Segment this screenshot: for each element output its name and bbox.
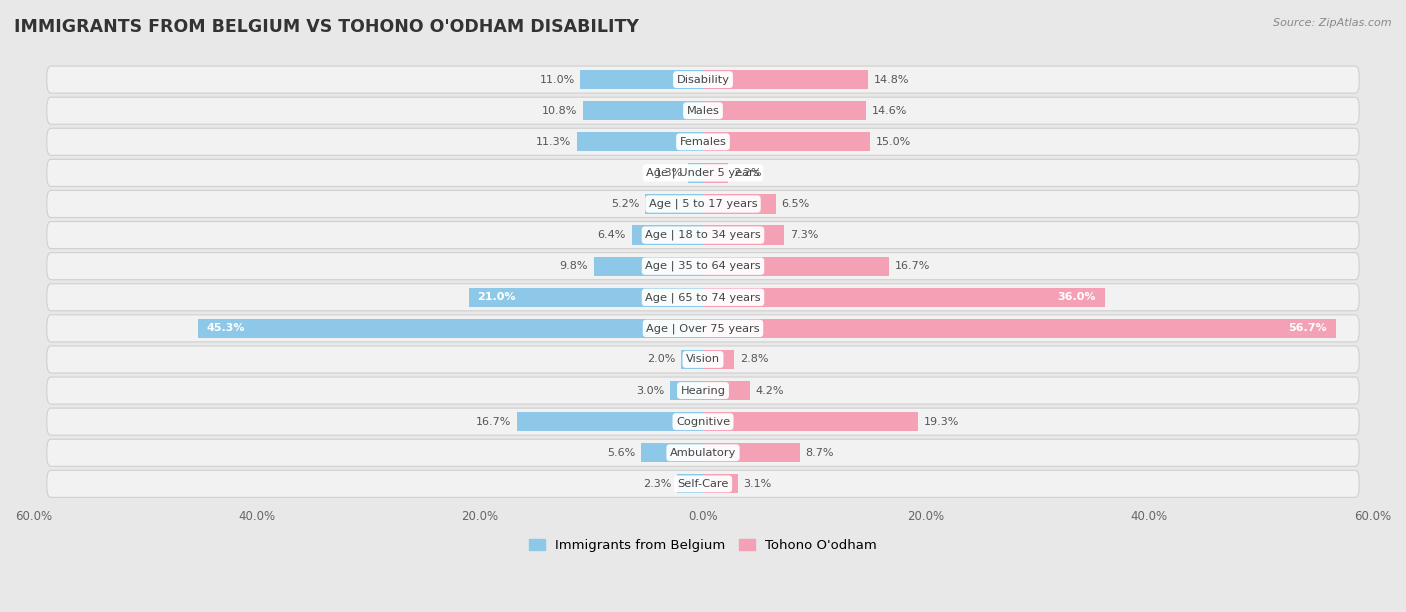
Text: 21.0%: 21.0%	[478, 293, 516, 302]
FancyBboxPatch shape	[46, 471, 1360, 498]
Bar	[703, 256, 890, 276]
Text: 3.0%: 3.0%	[636, 386, 664, 395]
FancyBboxPatch shape	[46, 408, 1360, 435]
Bar	[689, 163, 703, 182]
Text: 7.3%: 7.3%	[790, 230, 818, 240]
Text: Disability: Disability	[676, 75, 730, 84]
FancyBboxPatch shape	[46, 284, 1360, 311]
FancyBboxPatch shape	[46, 315, 1360, 342]
Text: 14.8%: 14.8%	[873, 75, 910, 84]
Bar	[678, 474, 703, 493]
Text: 6.5%: 6.5%	[782, 199, 810, 209]
Text: 2.0%: 2.0%	[647, 354, 675, 365]
Text: 5.6%: 5.6%	[607, 448, 636, 458]
Text: IMMIGRANTS FROM BELGIUM VS TOHONO O'ODHAM DISABILITY: IMMIGRANTS FROM BELGIUM VS TOHONO O'ODHA…	[14, 18, 638, 36]
Bar	[703, 288, 1105, 307]
Bar	[703, 163, 727, 182]
Text: 6.4%: 6.4%	[598, 230, 626, 240]
Text: 15.0%: 15.0%	[876, 137, 911, 147]
FancyBboxPatch shape	[46, 129, 1360, 155]
Text: 45.3%: 45.3%	[207, 323, 245, 334]
Text: 9.8%: 9.8%	[560, 261, 588, 271]
Text: Self-Care: Self-Care	[678, 479, 728, 489]
Text: Age | Over 75 years: Age | Over 75 years	[647, 323, 759, 334]
Bar	[703, 412, 918, 431]
Bar	[703, 132, 870, 151]
FancyBboxPatch shape	[46, 190, 1360, 217]
FancyBboxPatch shape	[46, 159, 1360, 187]
Text: 2.8%: 2.8%	[740, 354, 768, 365]
Text: Age | 65 to 74 years: Age | 65 to 74 years	[645, 292, 761, 302]
Text: 16.7%: 16.7%	[894, 261, 931, 271]
Text: Age | 35 to 64 years: Age | 35 to 64 years	[645, 261, 761, 272]
Bar	[645, 195, 703, 214]
Text: Cognitive: Cognitive	[676, 417, 730, 427]
Bar	[576, 132, 703, 151]
Bar	[703, 474, 738, 493]
Text: 4.2%: 4.2%	[755, 386, 785, 395]
Bar	[703, 225, 785, 245]
FancyBboxPatch shape	[46, 346, 1360, 373]
Text: Age | 5 to 17 years: Age | 5 to 17 years	[648, 199, 758, 209]
Text: 11.3%: 11.3%	[536, 137, 571, 147]
FancyBboxPatch shape	[46, 222, 1360, 248]
Text: 19.3%: 19.3%	[924, 417, 959, 427]
Bar	[703, 195, 776, 214]
Text: 2.3%: 2.3%	[644, 479, 672, 489]
Text: 11.0%: 11.0%	[540, 75, 575, 84]
FancyBboxPatch shape	[46, 97, 1360, 124]
FancyBboxPatch shape	[46, 377, 1360, 404]
Text: Age | 18 to 34 years: Age | 18 to 34 years	[645, 230, 761, 241]
Bar	[198, 319, 703, 338]
Bar	[582, 101, 703, 121]
Bar	[593, 256, 703, 276]
Legend: Immigrants from Belgium, Tohono O'odham: Immigrants from Belgium, Tohono O'odham	[524, 534, 882, 558]
Text: Females: Females	[679, 137, 727, 147]
Bar	[703, 101, 866, 121]
Text: Source: ZipAtlas.com: Source: ZipAtlas.com	[1274, 18, 1392, 28]
Text: 3.1%: 3.1%	[744, 479, 772, 489]
Text: Vision: Vision	[686, 354, 720, 365]
Text: 36.0%: 36.0%	[1057, 293, 1095, 302]
Bar	[703, 350, 734, 369]
Text: 8.7%: 8.7%	[806, 448, 834, 458]
Text: 56.7%: 56.7%	[1288, 323, 1327, 334]
FancyBboxPatch shape	[46, 439, 1360, 466]
Bar	[468, 288, 703, 307]
Bar	[516, 412, 703, 431]
Bar	[703, 443, 800, 463]
Text: 16.7%: 16.7%	[475, 417, 512, 427]
FancyBboxPatch shape	[46, 66, 1360, 93]
Bar	[703, 70, 868, 89]
Text: 10.8%: 10.8%	[541, 106, 576, 116]
Bar	[669, 381, 703, 400]
Text: 1.3%: 1.3%	[655, 168, 683, 178]
Text: Ambulatory: Ambulatory	[669, 448, 737, 458]
FancyBboxPatch shape	[46, 253, 1360, 280]
Bar	[703, 381, 749, 400]
Bar	[681, 350, 703, 369]
Bar	[703, 319, 1336, 338]
Text: 14.6%: 14.6%	[872, 106, 907, 116]
Bar	[641, 443, 703, 463]
Bar	[631, 225, 703, 245]
Bar	[581, 70, 703, 89]
Text: 5.2%: 5.2%	[612, 199, 640, 209]
Text: Hearing: Hearing	[681, 386, 725, 395]
Text: Age | Under 5 years: Age | Under 5 years	[647, 168, 759, 178]
Text: Males: Males	[686, 106, 720, 116]
Text: 2.2%: 2.2%	[733, 168, 762, 178]
